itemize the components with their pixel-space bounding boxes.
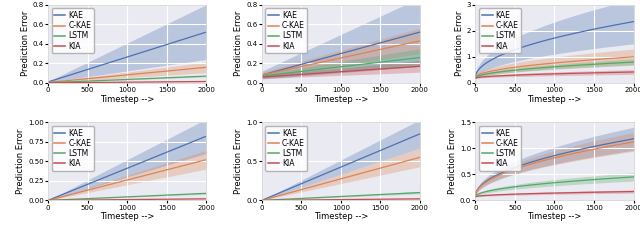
Y-axis label: Prediction Error: Prediction Error [234,129,243,194]
Legend: KAE, C-KAE, LSTM, KIA: KAE, C-KAE, LSTM, KIA [479,126,521,171]
Legend: KAE, C-KAE, LSTM, KIA: KAE, C-KAE, LSTM, KIA [52,8,94,53]
Legend: KAE, C-KAE, LSTM, KIA: KAE, C-KAE, LSTM, KIA [266,126,307,171]
Y-axis label: Prediction Error: Prediction Error [455,11,464,76]
Y-axis label: Prediction Error: Prediction Error [21,11,30,76]
X-axis label: Timestep -->: Timestep --> [314,212,368,221]
Legend: KAE, C-KAE, LSTM, KIA: KAE, C-KAE, LSTM, KIA [52,126,94,171]
X-axis label: Timestep -->: Timestep --> [100,95,154,103]
Legend: KAE, C-KAE, LSTM, KIA: KAE, C-KAE, LSTM, KIA [266,8,307,53]
Y-axis label: Prediction Error: Prediction Error [448,129,457,194]
X-axis label: Timestep -->: Timestep --> [314,95,368,103]
Y-axis label: Prediction Error: Prediction Error [16,129,26,194]
X-axis label: Timestep -->: Timestep --> [527,212,582,221]
X-axis label: Timestep -->: Timestep --> [100,212,154,221]
Y-axis label: Prediction Error: Prediction Error [234,11,243,76]
Legend: KAE, C-KAE, LSTM, KIA: KAE, C-KAE, LSTM, KIA [479,8,521,53]
X-axis label: Timestep -->: Timestep --> [527,95,582,103]
